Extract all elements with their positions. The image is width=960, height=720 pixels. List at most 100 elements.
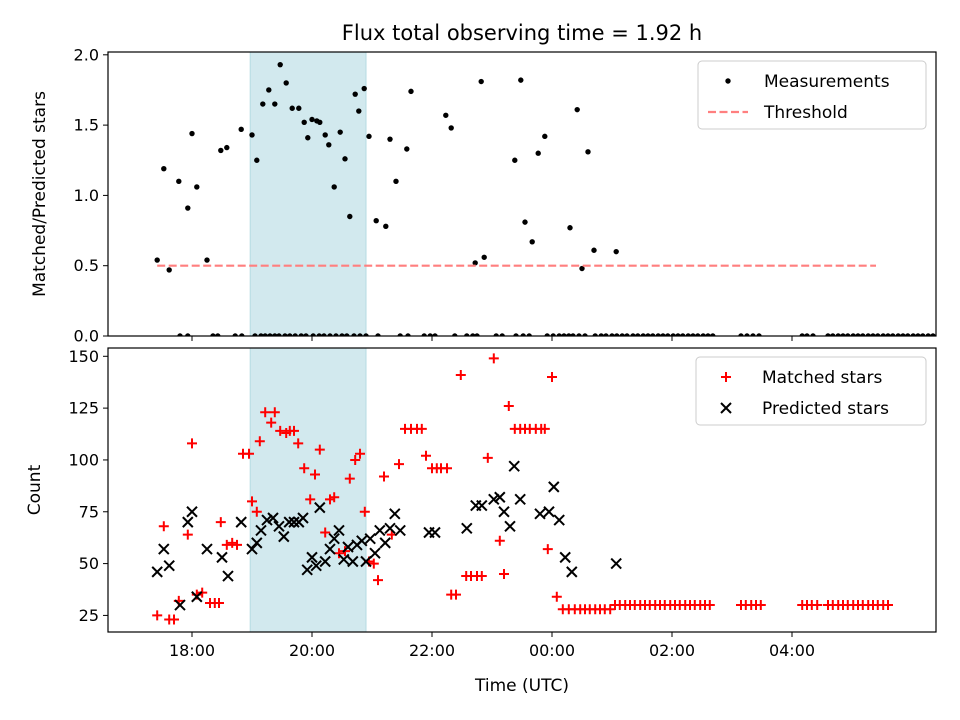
x-tick-label: 18:00	[169, 641, 215, 660]
measurement-point	[277, 61, 283, 68]
measurement-point	[799, 333, 805, 336]
measurement-point	[210, 333, 216, 336]
measurement-point	[493, 333, 499, 336]
matched-star-point	[244, 448, 254, 459]
measurement-point	[630, 333, 636, 336]
matched-star-point	[883, 600, 893, 611]
legend-box	[697, 60, 927, 130]
matched-star-point	[379, 471, 389, 482]
measurement-point	[249, 132, 255, 138]
measurement-point	[287, 333, 293, 336]
y-tick-label: 1.5	[74, 116, 99, 135]
ratio-panel: 0.0 0.5 1.0 1.5 2.0 Matched/Predicted stars Me…	[30, 45, 937, 346]
measurement-point	[645, 333, 651, 336]
matched-star-point	[214, 597, 224, 608]
measurement-point	[895, 333, 901, 336]
measurement-point	[356, 108, 362, 114]
measurement-point	[344, 333, 350, 336]
y-tick-label: 50	[79, 554, 99, 573]
predicted-star-point	[384, 522, 396, 535]
predicted-star-point	[314, 501, 326, 514]
measurement-point	[576, 333, 582, 336]
matched-star-point	[260, 407, 271, 418]
measurement-point	[337, 129, 343, 135]
legend-predicted-swatch	[720, 402, 732, 414]
measurement-point	[189, 130, 195, 137]
predicted-star-point	[347, 555, 359, 568]
predicted-star-point	[508, 460, 520, 472]
measurement-point	[845, 333, 851, 336]
measurement-point	[613, 248, 619, 255]
measurement-point	[333, 333, 339, 336]
matched-star-point	[314, 444, 325, 455]
matched-star-point	[232, 539, 242, 550]
matched-star-point	[191, 589, 202, 600]
measurement-point	[283, 80, 289, 86]
measurement-point	[925, 333, 931, 336]
matched-star-point	[355, 448, 365, 459]
matched-star-point	[416, 423, 427, 434]
measurement-point	[282, 333, 288, 336]
axes-frame	[107, 51, 937, 337]
matched-star-point	[350, 454, 361, 465]
predicted-star-point	[356, 535, 368, 547]
matched-star-point	[299, 463, 310, 474]
predicted-star-point	[374, 524, 386, 537]
measurement-point	[700, 333, 706, 336]
predicted-star-point	[222, 570, 234, 582]
matched-star-point	[488, 353, 499, 364]
predicted-star-point	[360, 555, 372, 568]
measurement-point	[342, 156, 348, 162]
predicted-star-point	[364, 533, 376, 545]
predicted-star-point	[251, 537, 263, 549]
measurement-point	[218, 147, 224, 154]
predicted-star-point	[429, 526, 441, 539]
series-predicted-stars	[151, 460, 622, 611]
measurement-point	[930, 333, 936, 336]
y-tick-label: 125	[68, 399, 99, 418]
matched-star-point	[251, 506, 262, 517]
matched-star-point	[451, 589, 461, 600]
matched-star-point	[368, 558, 379, 569]
measurement-point	[470, 333, 476, 336]
measurement-point	[405, 333, 411, 336]
measurement-point	[591, 247, 597, 253]
y-tick-label: 2.0	[74, 45, 99, 64]
measurement-point	[695, 333, 701, 336]
measurement-point	[239, 333, 245, 336]
measurement-point	[327, 333, 333, 336]
matched-star-point	[812, 600, 823, 611]
measurement-point	[579, 265, 585, 272]
x-tick-label: 22:00	[409, 641, 455, 660]
measurement-point	[499, 333, 505, 336]
predicted-star-point	[216, 551, 228, 564]
predicted-star-point	[342, 541, 354, 553]
measurement-point	[194, 184, 200, 190]
measurement-point	[561, 333, 567, 336]
measurement-point	[310, 333, 316, 336]
measurement-point	[421, 333, 427, 336]
legend-measurement-swatch	[725, 78, 731, 84]
matched-star-point	[266, 417, 277, 428]
y-tick-label: 0.5	[74, 256, 99, 275]
y-tick-label: 0.0	[74, 327, 99, 346]
measurement-point	[738, 333, 744, 336]
measurement-point	[464, 333, 470, 336]
predicted-star-point	[553, 514, 565, 526]
measurement-point	[254, 157, 260, 163]
matched-star-point	[503, 401, 514, 412]
predicted-star-point	[559, 551, 571, 564]
matched-star-point	[187, 438, 197, 449]
measurement-point	[885, 333, 891, 336]
measurement-point	[592, 333, 598, 336]
measurement-point	[825, 333, 831, 336]
measurement-point	[296, 105, 302, 111]
predicted-star-point	[191, 591, 203, 603]
measurement-point	[810, 333, 816, 336]
measurement-point	[556, 333, 562, 336]
x-tick-label: 00:00	[529, 641, 575, 660]
matched-star-point	[215, 517, 226, 528]
measurement-point	[176, 178, 182, 185]
predicted-star-point	[534, 508, 546, 520]
measurement-point	[582, 333, 588, 336]
